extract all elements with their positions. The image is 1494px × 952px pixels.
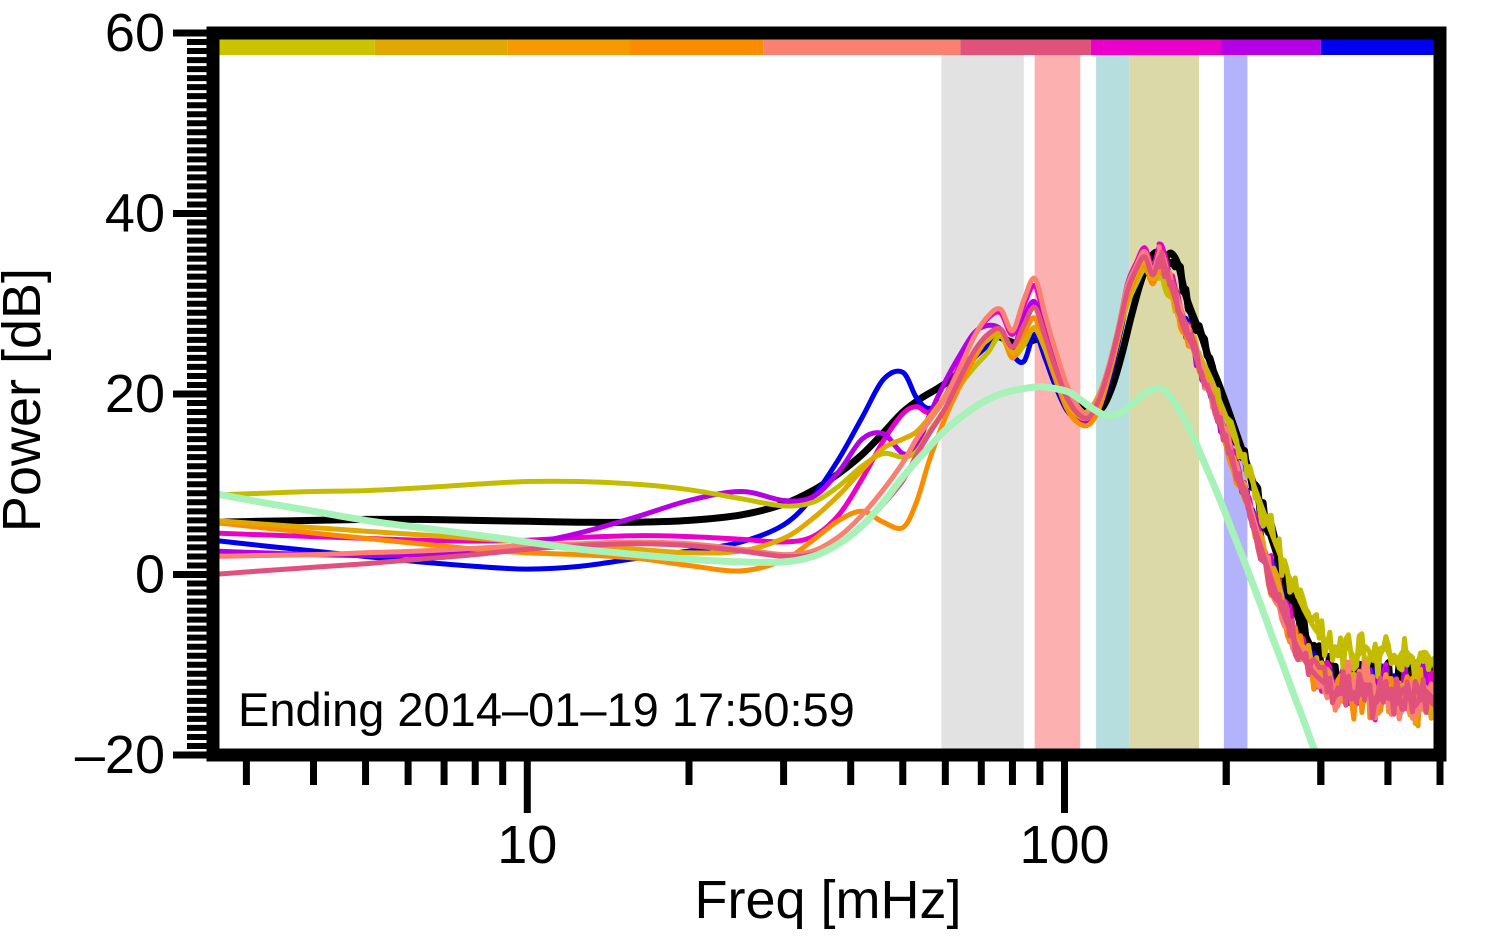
- trace-crimson-noise-tail: [1156, 249, 1440, 721]
- axes-frame-group: [206, 26, 1447, 762]
- y-axis-label: Power [dB]: [0, 268, 52, 532]
- y-tick-label: 0: [135, 545, 165, 605]
- mean-average-line: [213, 248, 1440, 694]
- top-colorbar-group: [213, 38, 1440, 55]
- seg-orange: [629, 38, 764, 55]
- data-series-group: [213, 241, 1440, 755]
- band-purple: [1223, 55, 1248, 755]
- seg-violet: [1221, 38, 1321, 55]
- seg-amber: [507, 38, 630, 55]
- trace-olive-line: [213, 267, 1440, 668]
- trace-blue-line: [213, 252, 1440, 702]
- plot-frame: [206, 26, 1447, 762]
- seg-olive: [213, 38, 375, 55]
- axis-ticks-group: [173, 29, 1444, 813]
- ending-timestamp-annotation: Ending 2014–01–19 17:50:59: [238, 683, 855, 736]
- seg-blue: [1320, 38, 1440, 55]
- seg-crimson: [960, 38, 1091, 55]
- seg-magenta: [1090, 38, 1222, 55]
- y-tick-label: 60: [105, 3, 165, 63]
- trace-palegreen-line: [213, 383, 1321, 755]
- x-tick-label: 10: [497, 815, 557, 875]
- trace-magenta-line: [213, 241, 1440, 704]
- y-tick-label: 40: [105, 184, 165, 244]
- seg-salmon: [763, 38, 961, 55]
- tick-labels-group: 60 40 20 0 –20 10 100: [75, 3, 1110, 875]
- series-trace-palegreen: [213, 383, 1321, 755]
- y-tick-label: –20: [75, 725, 165, 785]
- x-tick-label: 100: [1019, 815, 1109, 875]
- band-khaki: [1129, 55, 1200, 755]
- x-axis-label: Freq [mHz]: [694, 870, 961, 930]
- seg-gold: [374, 38, 508, 55]
- y-tick-label: 20: [105, 364, 165, 424]
